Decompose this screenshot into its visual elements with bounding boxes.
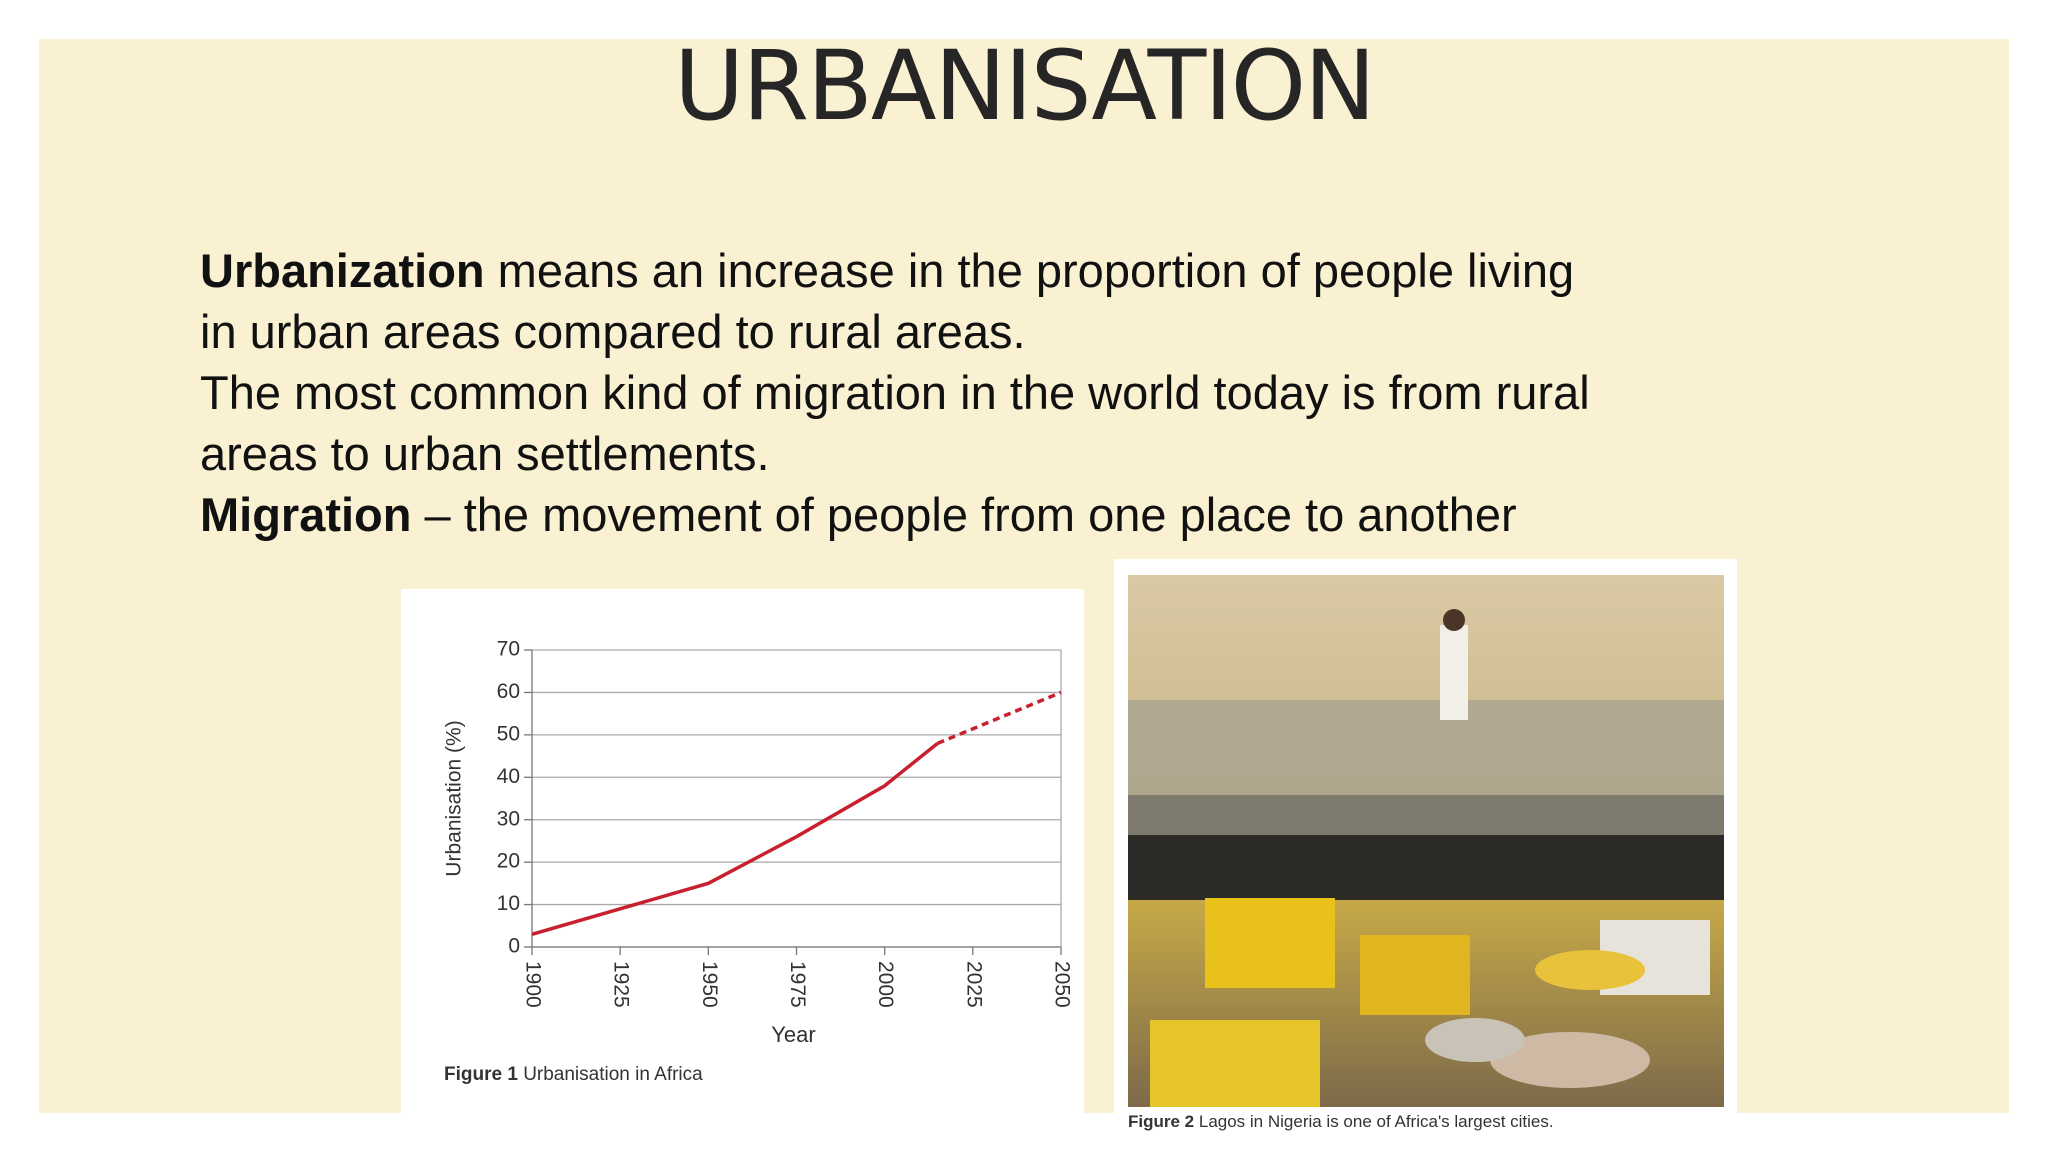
slide-title: URBANISATION [674,30,1376,142]
photo-bridge [1128,795,1724,835]
photo [1128,575,1724,1107]
photo-shadow [1128,835,1724,900]
caption-text: Lagos in Nigeria is one of Africa's larg… [1199,1112,1554,1131]
photo-umbrella [1425,1018,1525,1062]
photo-person-head [1443,609,1465,631]
y-tick-label: 10 [497,892,520,915]
y-tick-label: 0 [508,935,520,958]
x-tick-label: 1900 [521,961,544,1008]
x-tick-label: 1925 [610,961,633,1008]
line-chart: 0 10 20 30 40 50 60 70 1900 1925 1950 1975 2000 2025 2… [443,638,1074,1047]
paragraph: The most common kind of migration in the… [200,362,1620,484]
photo-railing [1128,700,1724,795]
photo-bus [1150,1020,1320,1107]
definition: means an increase in the proportion of p… [200,244,1575,358]
caption-text: Urbanisation in Africa [523,1064,703,1085]
y-tick-label: 60 [497,680,520,703]
term: Migration [200,488,412,541]
photo-bus [1360,935,1470,1015]
y-tick-label: 50 [497,722,520,745]
photo-person [1440,625,1468,720]
series-line [936,690,1062,745]
caption-label: Figure 2 [1128,1112,1194,1131]
x-tick-label: 1950 [698,961,721,1008]
slide-body: Urbanization means an increase in the pr… [200,240,1620,545]
x-tick-label: 2000 [874,961,897,1008]
term: Urbanization [200,244,485,297]
caption-label: Figure 1 [444,1064,518,1085]
paragraph: Migration – the movement of people from … [200,484,1620,545]
x-tick-label: 1975 [786,961,809,1008]
x-tick-label: 2050 [1050,961,1073,1008]
series-line [531,741,939,936]
sentence: The most common kind of migration in the… [200,366,1590,480]
figure2-caption: Figure 2 Lagos in Nigeria is one of Afri… [1128,1112,1554,1131]
figure1-caption: Figure 1 Urbanisation in Africa [444,1064,703,1085]
photo-umbrella [1490,1032,1650,1088]
y-tick-label: 30 [497,807,520,830]
y-tick-label: 40 [497,765,520,788]
figure1-panel [401,589,1084,1113]
photo-umbrella [1535,950,1645,990]
paragraph: Urbanization means an increase in the pr… [200,240,1620,362]
photo-bus [1205,898,1335,988]
y-tick-label: 20 [497,850,520,873]
y-axis-label: Urbanisation (%) [443,720,466,876]
definition: – the movement of people from one place … [411,488,1517,541]
x-axis-label: Year [771,1022,815,1047]
x-tick-label: 2025 [962,961,985,1008]
y-tick-label: 70 [497,638,520,661]
